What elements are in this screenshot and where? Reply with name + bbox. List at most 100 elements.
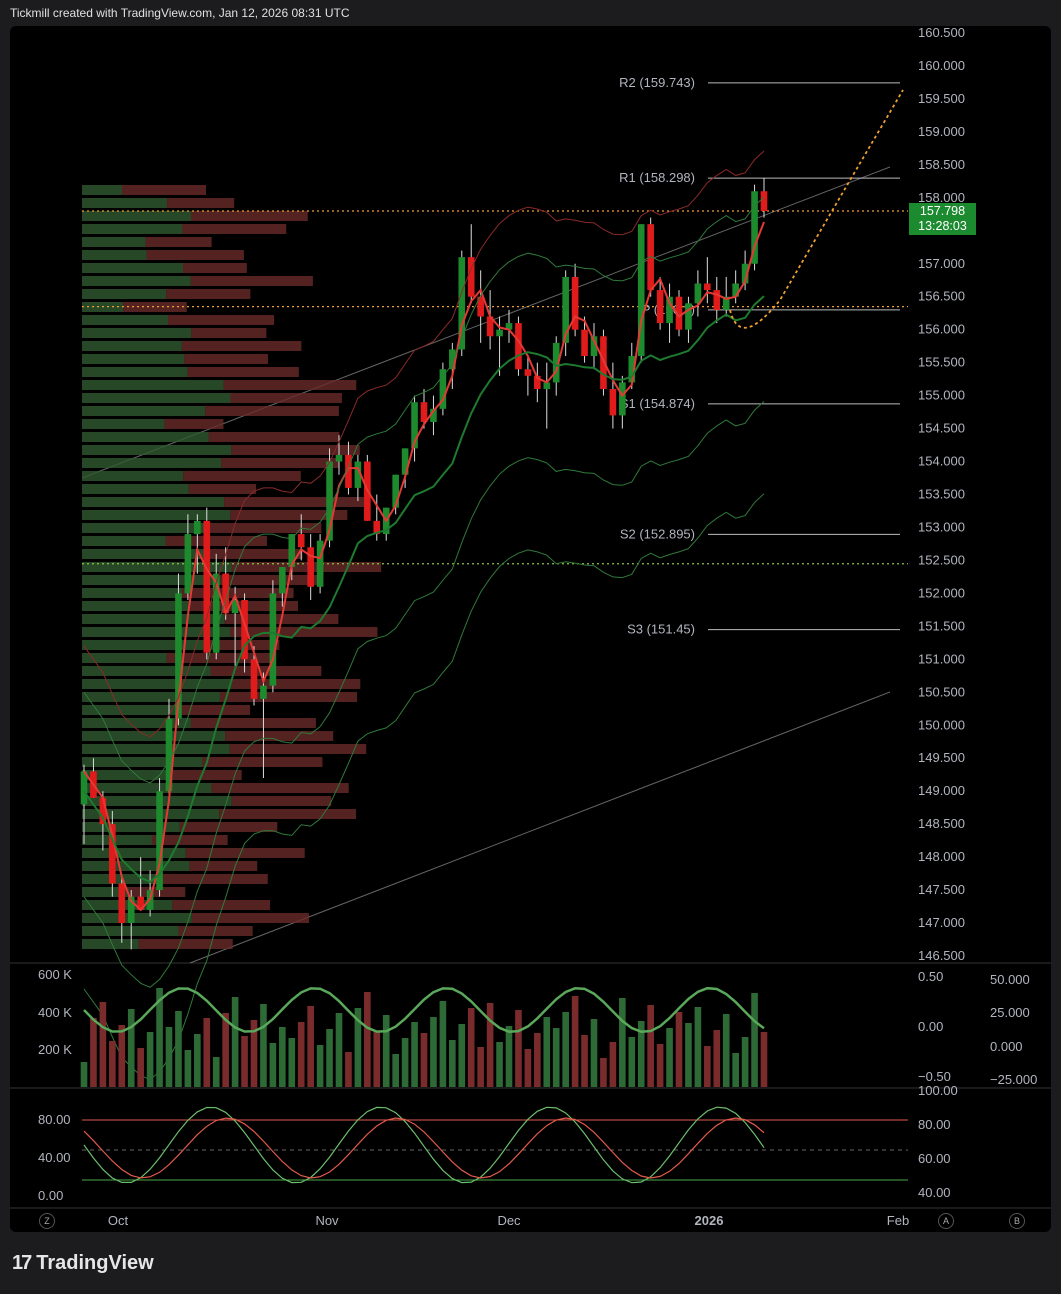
candle-body bbox=[392, 474, 399, 508]
volume-profile-bar bbox=[166, 653, 275, 663]
volume-tick-label: 400 K bbox=[38, 1005, 72, 1020]
volume-profile-bar bbox=[210, 666, 322, 676]
volume-bar bbox=[505, 1026, 513, 1087]
band-line bbox=[83, 401, 765, 988]
candle-body bbox=[279, 567, 286, 594]
volume-bar bbox=[628, 1037, 636, 1087]
volume-bar bbox=[619, 998, 626, 1087]
volume-profile-bar bbox=[82, 471, 184, 481]
candle-body bbox=[373, 520, 381, 535]
volume-profile-bar bbox=[82, 718, 191, 728]
volume-bar bbox=[666, 1028, 673, 1087]
volume-profile-bar bbox=[182, 224, 287, 234]
volume-bar bbox=[685, 1023, 692, 1087]
pivot-label: S2 (152.895) bbox=[620, 526, 695, 541]
volume-bar bbox=[449, 1040, 456, 1087]
y-tick-label: 160.500 bbox=[918, 25, 965, 40]
candle-body bbox=[505, 323, 513, 330]
candle-body bbox=[241, 599, 248, 660]
candle-body bbox=[118, 883, 126, 924]
candle-body bbox=[449, 349, 456, 370]
candle-body bbox=[222, 573, 229, 614]
volume-tick-label: 200 K bbox=[38, 1042, 72, 1057]
volume-profile-bar bbox=[180, 705, 251, 715]
volume-bar bbox=[694, 1007, 702, 1087]
volume-profile-bar bbox=[82, 926, 179, 936]
oscillator-left-tick: 80.00 bbox=[38, 1112, 71, 1127]
volume-bar bbox=[581, 1035, 588, 1087]
volume-bar bbox=[458, 1024, 466, 1087]
log-scale-button[interactable]: B bbox=[1009, 1213, 1025, 1229]
candle-body bbox=[581, 329, 588, 357]
volume-profile-bar bbox=[82, 835, 152, 845]
footer-brand: 17 TradingView bbox=[12, 1252, 154, 1275]
auto-scale-button[interactable]: A bbox=[938, 1213, 954, 1229]
candle-body bbox=[212, 573, 220, 653]
volume-profile-bar bbox=[82, 250, 147, 260]
volume-profile-bar bbox=[82, 536, 166, 546]
candle-body bbox=[685, 303, 692, 330]
volume-bar bbox=[156, 988, 163, 1087]
volume-profile-bar bbox=[123, 302, 187, 312]
volume-right-tick-label: −25.000 bbox=[990, 1072, 1037, 1087]
candle-body bbox=[543, 382, 551, 390]
volume-bar bbox=[732, 1053, 739, 1087]
volume-bar bbox=[420, 1033, 428, 1087]
timezone-button[interactable]: Z bbox=[39, 1213, 55, 1229]
volume-bar bbox=[496, 1042, 503, 1087]
volume-profile-bar bbox=[146, 250, 244, 260]
volume-profile-bar bbox=[82, 354, 185, 364]
oscillator-tick-label: −0.50 bbox=[918, 1069, 951, 1084]
volume-profile-bar bbox=[179, 822, 278, 832]
volume-profile-bar bbox=[82, 848, 186, 858]
volume-profile-bar bbox=[82, 198, 168, 208]
volume-bar bbox=[250, 1020, 258, 1087]
candle-body bbox=[590, 336, 598, 357]
y-tick-label: 156.500 bbox=[918, 289, 965, 304]
volume-profile-bar bbox=[82, 666, 211, 676]
y-tick-label: 155.500 bbox=[918, 355, 965, 370]
candle-body bbox=[203, 520, 211, 653]
volume-profile-bar bbox=[82, 393, 231, 403]
oscillator-right-tick: 40.00 bbox=[918, 1185, 951, 1200]
y-tick-label: 154.000 bbox=[918, 454, 965, 469]
x-tick-label: Dec bbox=[497, 1213, 521, 1228]
volume-profile-bar bbox=[188, 484, 257, 494]
fast-moving-average bbox=[83, 221, 765, 912]
candle-body bbox=[288, 534, 296, 568]
y-tick-label: 151.000 bbox=[918, 651, 965, 666]
volume-profile-bar bbox=[231, 445, 360, 455]
candle-body bbox=[675, 296, 683, 330]
candle-body bbox=[704, 283, 711, 291]
volume-bar bbox=[118, 1025, 126, 1087]
volume-bar bbox=[722, 1014, 730, 1087]
oscillator-left-tick: 40.00 bbox=[38, 1150, 71, 1165]
volume-profile-bar bbox=[82, 575, 221, 585]
volume-tick-label: 600 K bbox=[38, 967, 72, 982]
candle-body bbox=[165, 718, 173, 792]
volume-profile-bar bbox=[82, 562, 232, 572]
volume-profile-bar bbox=[208, 432, 340, 442]
volume-bar bbox=[373, 1031, 381, 1087]
candle-body bbox=[99, 797, 107, 825]
volume-profile-bar bbox=[129, 887, 186, 897]
candle-body bbox=[156, 791, 163, 891]
brand-name: TradingView bbox=[36, 1252, 154, 1274]
y-tick-label: 159.000 bbox=[918, 124, 965, 139]
volume-profile-bar bbox=[82, 276, 191, 286]
volume-profile-bar bbox=[230, 627, 378, 637]
volume-profile-bar bbox=[185, 848, 305, 858]
volume-profile-bar bbox=[191, 328, 267, 338]
volume-profile-bar bbox=[145, 237, 212, 247]
volume-bar bbox=[212, 1057, 220, 1087]
volume-bar bbox=[571, 996, 579, 1087]
volume-profile-bar bbox=[219, 692, 358, 702]
volume-profile-bar bbox=[191, 913, 310, 923]
volume-bar bbox=[486, 1003, 494, 1087]
y-tick-label: 160.000 bbox=[918, 58, 965, 73]
candle-body bbox=[250, 659, 258, 699]
volume-profile-bar bbox=[82, 588, 183, 598]
volume-bar bbox=[307, 1006, 314, 1087]
band-line bbox=[83, 493, 765, 1081]
